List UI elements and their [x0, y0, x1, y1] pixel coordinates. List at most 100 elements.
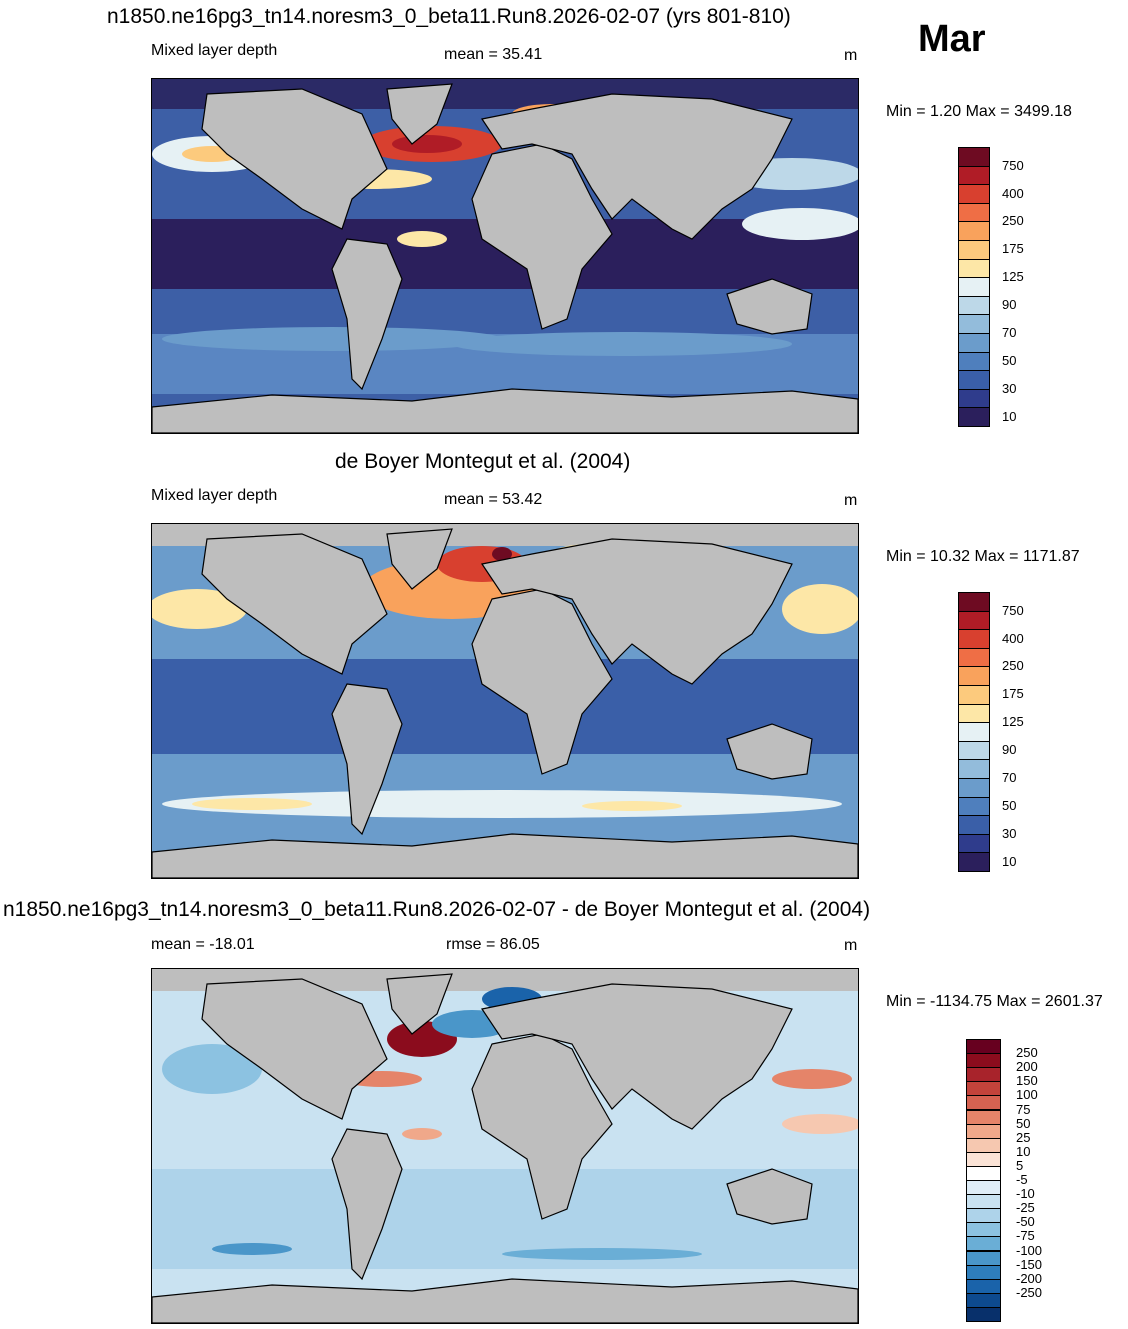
- panel-3-mean-label: mean = -18.01: [151, 936, 255, 953]
- colorbar-swatch: [966, 1109, 1001, 1125]
- colorbar-tick-label: 125: [1002, 714, 1024, 730]
- colorbar-tick-label: 90: [1002, 742, 1017, 758]
- colorbar-tick-label: 750: [1002, 157, 1024, 173]
- colorbar-swatch: [958, 351, 990, 372]
- map-panel-obs: [151, 523, 859, 879]
- colorbar-swatch: [966, 1208, 1001, 1224]
- colorbar-tick-label: -10: [1016, 1186, 1035, 1202]
- panel-3-title: n1850.ne16pg3_tn14.noresm3_0_beta11.Run8…: [3, 898, 871, 921]
- obs-mld-map: [152, 524, 858, 878]
- colorbar-swatch: [958, 277, 990, 297]
- colorbar-swatch: [958, 778, 990, 798]
- colorbar-tick-label: 30: [1002, 380, 1017, 396]
- colorbar-tick-label: 90: [1002, 297, 1017, 313]
- panel-2-title: de Boyer Montegut et al. (2004): [335, 450, 631, 473]
- colorbar-tick-label: 400: [1002, 185, 1024, 201]
- map-panel-diff: [151, 968, 859, 1324]
- colorbar-swatch: [958, 240, 990, 260]
- colorbar-swatch: [958, 184, 990, 204]
- colorbar-swatch: [966, 1123, 1001, 1139]
- colorbar-swatch: [958, 407, 990, 427]
- colorbar-swatch: [958, 852, 990, 872]
- panel-1-left-label: Mixed layer depth: [151, 42, 278, 59]
- colorbar-tick-label: 125: [1002, 269, 1024, 285]
- panel-2-unit-label: m: [844, 492, 858, 509]
- colorbar-tick-label: -5: [1016, 1172, 1028, 1187]
- colorbar-tick-label: 200: [1016, 1059, 1038, 1075]
- colorbar-swatch: [958, 647, 990, 668]
- colorbar-swatch: [966, 1165, 1001, 1181]
- colorbar-tick-label: 30: [1002, 825, 1017, 841]
- colorbar-tick-label: -50: [1016, 1214, 1035, 1230]
- colorbar-swatch: [958, 722, 990, 742]
- month-label: Mar: [918, 18, 986, 60]
- colorbar-swatch: [958, 370, 990, 390]
- colorbar-swatch: [958, 147, 990, 167]
- colorbar-swatch: [958, 202, 990, 223]
- colorbar-swatch: [958, 592, 990, 612]
- colorbar-tick-label: 250: [1016, 1045, 1038, 1061]
- colorbar-swatch: [958, 703, 990, 724]
- colorbar-swatch: [958, 314, 990, 334]
- colorbar-swatch: [966, 1264, 1001, 1280]
- colorbar-swatch: [958, 833, 990, 854]
- colorbar-tick-label: 50: [1002, 352, 1017, 368]
- colorbar-tick-label: 175: [1002, 686, 1024, 702]
- colorbar-tick-label: 25: [1016, 1129, 1031, 1145]
- colorbar-tick-label: 50: [1016, 1115, 1031, 1131]
- colorbar-tick-label: -25: [1016, 1200, 1035, 1216]
- diff-mld-map: [152, 969, 858, 1323]
- colorbar-tick-label: 75: [1016, 1101, 1031, 1117]
- colorbar-tick-label: -100: [1016, 1242, 1043, 1258]
- colorbar-swatch: [966, 1039, 1001, 1055]
- colorbar-swatch: [958, 629, 990, 649]
- colorbar-swatch: [958, 796, 990, 817]
- colorbar-tick-label: -150: [1016, 1256, 1043, 1272]
- colorbar-swatch: [966, 1081, 1001, 1097]
- colorbar-swatch: [966, 1278, 1001, 1294]
- colorbar-swatch: [958, 759, 990, 779]
- panel-1-title: n1850.ne16pg3_tn14.noresm3_0_beta11.Run8…: [107, 5, 791, 28]
- colorbar-tick-label: 250: [1002, 658, 1024, 674]
- colorbar-swatch: [958, 610, 990, 631]
- colorbar-swatch: [958, 815, 990, 835]
- colorbar-tick-label: 70: [1002, 770, 1017, 785]
- colorbar-tick-label: 250: [1002, 213, 1024, 229]
- colorbar-tick-label: -200: [1016, 1270, 1043, 1286]
- colorbar-swatch: [958, 388, 990, 409]
- panel-3-minmax: Min = -1134.75 Max = 2601.37: [886, 993, 1103, 1010]
- colorbar-tick-label: -250: [1016, 1284, 1043, 1300]
- model-mld-map: [152, 79, 858, 433]
- colorbar-swatch: [958, 333, 990, 353]
- colorbar-swatch: [958, 685, 990, 705]
- colorbar-tick-label: 10: [1002, 853, 1017, 869]
- colorbar-swatch: [966, 1137, 1001, 1153]
- colorbar-swatch: [966, 1194, 1001, 1210]
- colorbar-tick-label: 10: [1002, 408, 1017, 424]
- colorbar-tick-label: 150: [1016, 1073, 1038, 1089]
- colorbar-swatch: [966, 1151, 1001, 1167]
- colorbar-tick-label: 5: [1016, 1157, 1024, 1173]
- colorbar-swatch: [966, 1292, 1001, 1308]
- colorbar-tick-label: 400: [1002, 630, 1024, 646]
- colorbar-swatch: [966, 1306, 1001, 1322]
- colorbar-tick-label: 10: [1016, 1143, 1031, 1159]
- panel-3-rmse-label: rmse = 86.05: [446, 936, 540, 953]
- colorbar-tick-label: 750: [1002, 602, 1024, 618]
- colorbar-tick-label: 70: [1002, 325, 1017, 340]
- colorbar-tick-label: -75: [1016, 1228, 1035, 1244]
- colorbar-swatch: [966, 1067, 1001, 1083]
- colorbar-swatch: [958, 258, 990, 279]
- colorbar-swatch: [958, 295, 990, 316]
- panel-2-mean-label: mean = 53.42: [444, 491, 543, 508]
- colorbar-swatch: [966, 1053, 1001, 1069]
- colorbar-swatch: [966, 1222, 1001, 1238]
- colorbar-swatch: [958, 165, 990, 186]
- colorbar-swatch: [958, 221, 990, 241]
- map-panel-model: [151, 78, 859, 434]
- colorbar-swatch: [958, 666, 990, 686]
- panel-1-unit-label: m: [844, 47, 858, 64]
- colorbar-swatch: [966, 1180, 1001, 1196]
- colorbar-swatch: [958, 740, 990, 761]
- panel-2-minmax: Min = 10.32 Max = 1171.87: [886, 548, 1080, 565]
